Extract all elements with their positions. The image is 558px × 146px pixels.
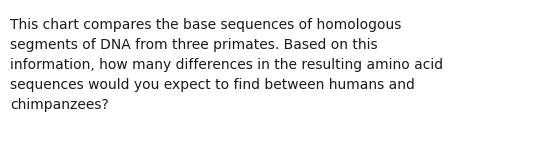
Text: This chart compares the base sequences of homologous
segments of DNA from three : This chart compares the base sequences o… [10, 18, 443, 112]
